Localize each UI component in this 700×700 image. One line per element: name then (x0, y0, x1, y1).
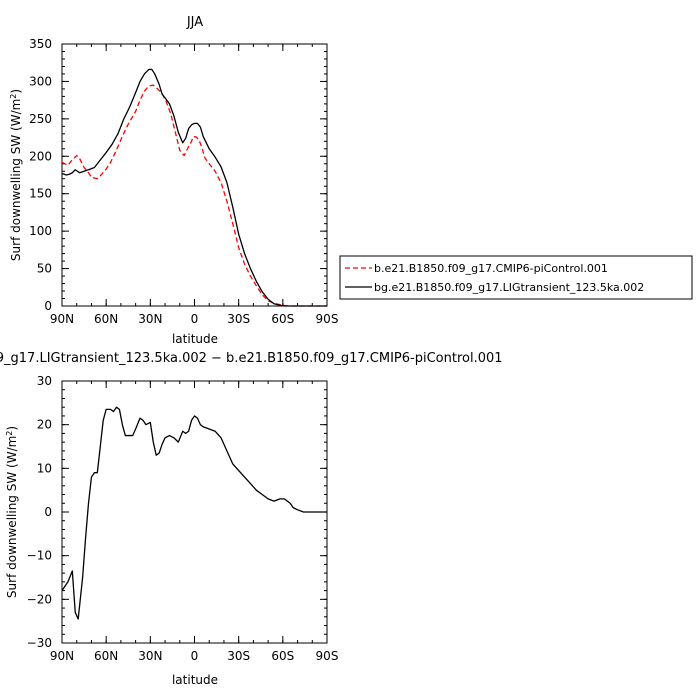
top-panel: JJA 90N 60N 30N 0 30S 60S 90S 0 50 100 150 200 250 30… (9, 15, 339, 346)
top-y-tick-label: 350 (29, 37, 52, 51)
bottom-ticks: 90N 60N 30N 0 30S 60S 90S −30 −20 −10 0 10 20 30 (27, 374, 339, 663)
top-y-tick-label: 150 (29, 187, 52, 201)
top-ticks: 90N 60N 30N 0 30S 60S 90S 0 50 100 150 200 250 300 350 (29, 37, 338, 326)
top-y-tick-label: 50 (37, 262, 52, 276)
top-x-tick-label: 30N (138, 312, 162, 326)
bottom-x-tick-label: 90N (50, 649, 74, 663)
bottom-plot-frame (61, 380, 328, 644)
bottom-y-tick-label: 10 (37, 461, 52, 475)
legend-box (339, 255, 693, 300)
top-x-tick-label: 0 (191, 312, 199, 326)
top-series-line-0 (61, 84, 327, 307)
top-x-tick-label: 90S (316, 312, 339, 326)
bottom-x-tick-label: 90S (316, 649, 339, 663)
top-y-tick-label: 100 (29, 224, 52, 238)
bottom-x-tick-label: 30N (138, 649, 162, 663)
bottom-y-tick-label: 0 (44, 505, 52, 519)
bottom-lines (61, 406, 327, 620)
top-xlabel: latitude (172, 332, 218, 346)
top-y-tick-label: 300 (29, 74, 52, 88)
top-y-tick-label: 250 (29, 112, 52, 126)
bottom-ylabel: Surf downwelling SW (W/m2) (5, 426, 20, 598)
top-ylabel: Surf downwelling SW (W/m2) (9, 89, 24, 261)
top-lines (61, 68, 327, 307)
top-y-tick-label: 200 (29, 149, 52, 163)
top-x-tick-label: 60S (271, 312, 294, 326)
top-y-tick-label: 0 (44, 299, 52, 313)
top-x-tick-label: 30S (227, 312, 250, 326)
bottom-series-line-0 (61, 406, 327, 620)
top-x-tick-label: 90N (50, 312, 74, 326)
bottom-y-tick-label: −20 (27, 592, 52, 606)
bottom-x-tick-label: 60N (94, 649, 118, 663)
bottom-panel: bg.e21.B1850.f09_g17.LIGtransient_123.5k… (0, 351, 503, 687)
bottom-y-tick-label: 30 (37, 374, 52, 388)
legend-label-ligtransient: bg.e21.B1850.f09_g17.LIGtransient_123.5k… (374, 281, 644, 294)
bottom-x-tick-label: 30S (227, 649, 250, 663)
top-x-tick-label: 60N (94, 312, 118, 326)
top-series-line-1 (61, 68, 327, 307)
bottom-y-tick-label: −10 (27, 549, 52, 563)
bottom-y-tick-label: 20 (37, 418, 52, 432)
bottom-xlabel: latitude (172, 673, 218, 687)
legend-label-picontrol: b.e21.B1850.f09_g17.CMIP6-piControl.001 (374, 262, 608, 275)
top-title: JJA (186, 15, 203, 30)
bottom-y-tick-label: −30 (27, 636, 52, 650)
bottom-x-tick-label: 60S (271, 649, 294, 663)
legend: b.e21.B1850.f09_g17.CMIP6-piControl.001 … (339, 255, 693, 300)
bottom-title: bg.e21.B1850.f09_g17.LIGtransient_123.5k… (0, 351, 503, 366)
bottom-x-tick-label: 0 (191, 649, 199, 663)
